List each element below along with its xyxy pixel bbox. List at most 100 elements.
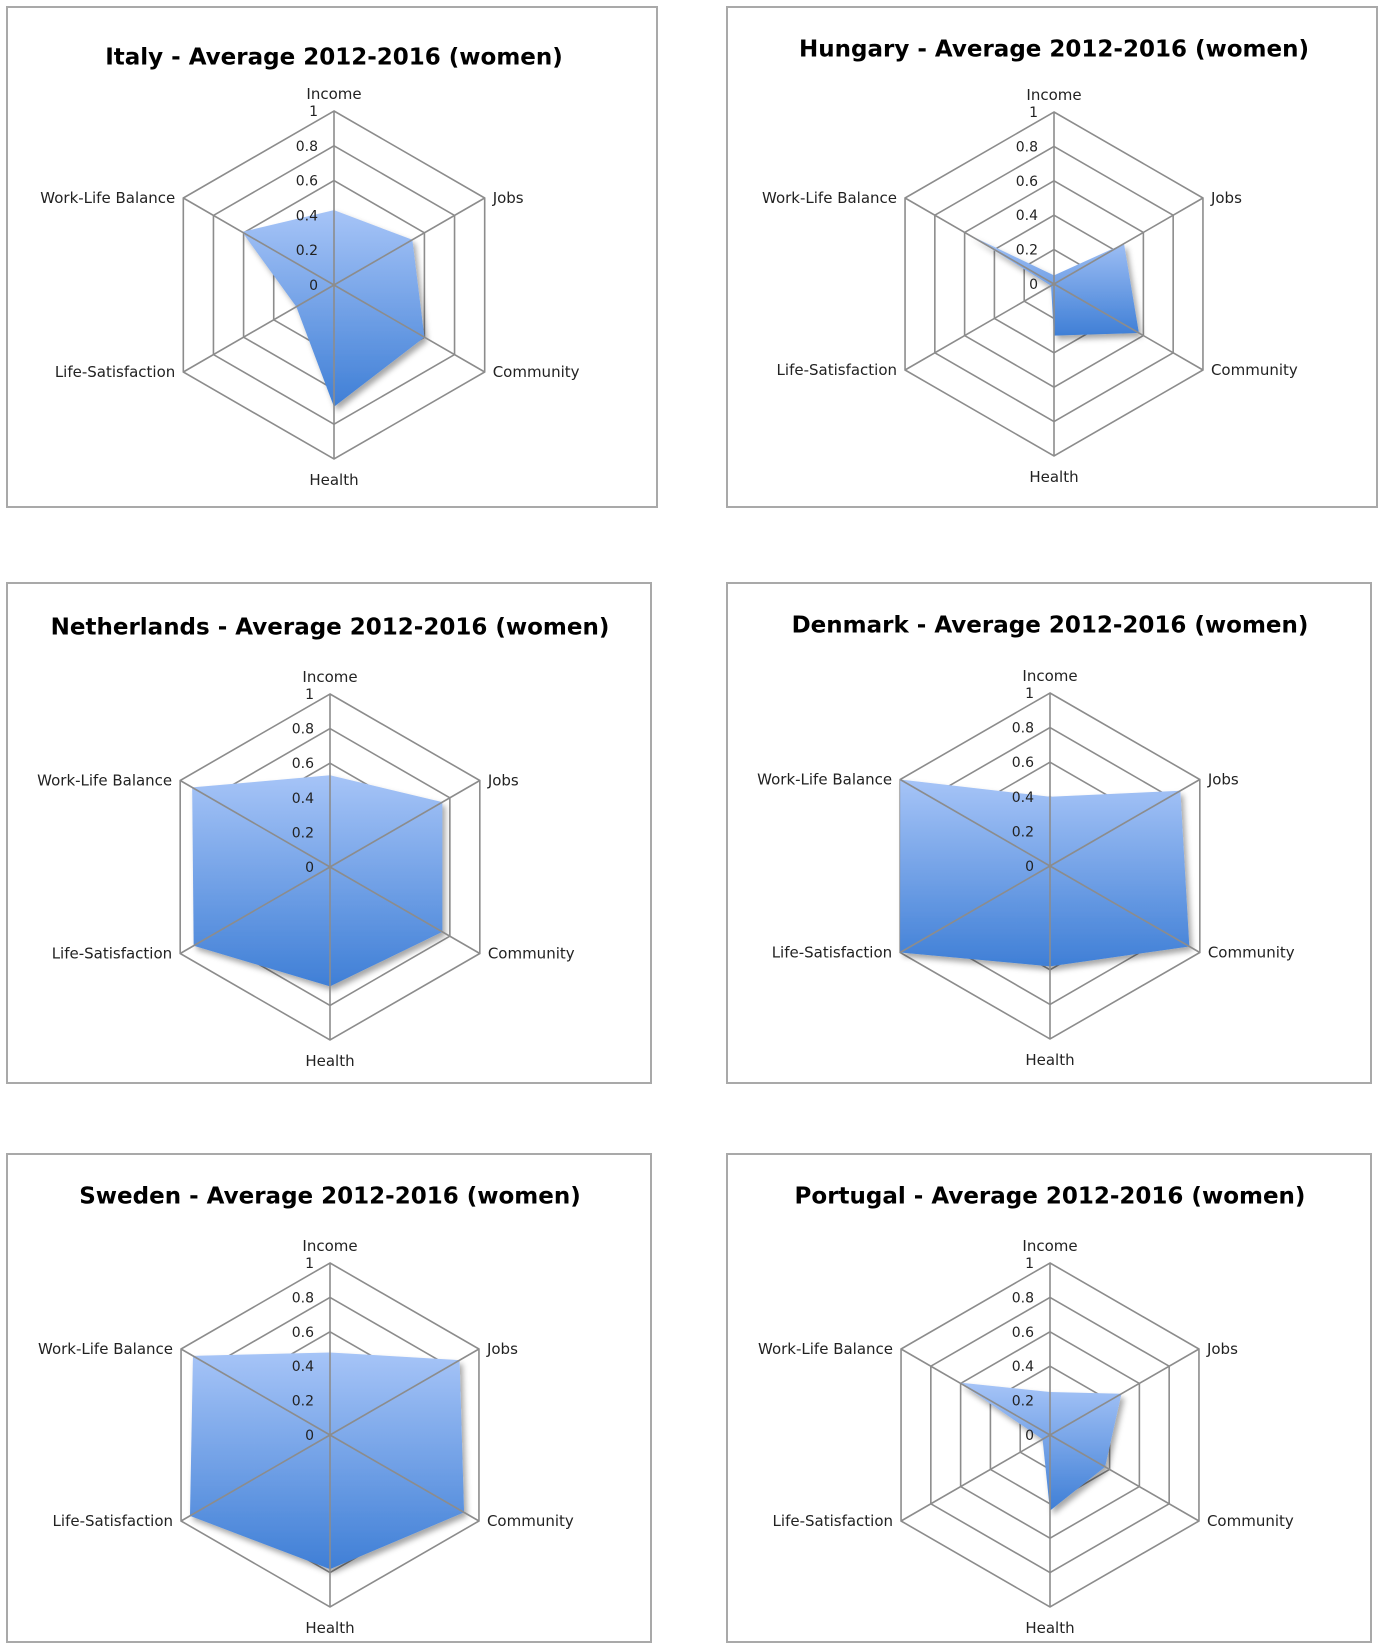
tick-label: 0.8 [1012, 1290, 1034, 1306]
tick-label: 0.2 [1012, 1394, 1034, 1410]
axis-label-income: Income [306, 85, 361, 103]
radar-chart-netherlands: Netherlands - Average 2012-2016 (women) 0… [6, 582, 652, 1084]
chart-title: Portugal - Average 2012-2016 (women) [795, 1184, 1306, 1210]
radar-chart-portugal: Portugal - Average 2012-2016 (women) 0 0.2… [726, 1153, 1372, 1643]
axis-label-income: Income [1026, 86, 1081, 104]
axis-label-life-satisfaction: Life-Satisfaction [55, 363, 175, 381]
chart-title: Denmark - Average 2012-2016 (women) [792, 613, 1309, 639]
axis-label-health: Health [305, 1619, 354, 1637]
tick-label: 0 [305, 860, 314, 876]
spoke-jobs [329, 779, 481, 868]
spoke-community [333, 284, 486, 373]
tick-label: 0.6 [1016, 174, 1038, 190]
spoke-work-life-balance [900, 1348, 1051, 1436]
series-area [189, 1352, 465, 1570]
radar-svg: Portugal - Average 2012-2016 (women) 0 0.2… [758, 1184, 1306, 1638]
radar-chart-italy: Italy - Average 2012-2016 (women) 0 0.2 0.4… [6, 6, 658, 508]
spoke-life-satisfaction [182, 284, 335, 373]
tick-label: 0.2 [296, 243, 318, 259]
tick-label: 0.4 [296, 208, 318, 224]
axis-label-work-life-balance: Work-Life Balance [38, 1340, 173, 1358]
axis-label-life-satisfaction: Life-Satisfaction [773, 1512, 893, 1530]
radar-chart-hungary: Hungary - Average 2012-2016 (women) 0 0.2 0… [726, 6, 1378, 508]
radar-chart-denmark: Denmark - Average 2012-2016 (women) 0 0.2 0… [726, 582, 1372, 1084]
axis-label-life-satisfaction: Life-Satisfaction [777, 361, 897, 379]
axis-label-work-life-balance: Work-Life Balance [40, 189, 175, 207]
axis-label-life-satisfaction: Life-Satisfaction [53, 1512, 173, 1530]
spoke-life-satisfaction [899, 865, 1051, 954]
chart-title: Hungary - Average 2012-2016 (women) [799, 37, 1309, 63]
tick-label: 0.8 [296, 139, 318, 155]
axis-label-community: Community [493, 363, 580, 381]
axis-label-community: Community [487, 1512, 574, 1530]
spoke-community [329, 1434, 480, 1522]
axis-label-health: Health [1025, 1051, 1074, 1069]
tick-label: 1 [1029, 105, 1038, 121]
spoke-community [329, 866, 481, 955]
radar-svg: Hungary - Average 2012-2016 (women) 0 0.2 0… [762, 37, 1309, 487]
tick-label: 0 [309, 278, 318, 294]
tick-label: 0.6 [292, 756, 314, 772]
spoke-community [1049, 865, 1201, 954]
spoke-jobs [1053, 197, 1204, 285]
axis-label-community: Community [1207, 1512, 1294, 1530]
axis-label-work-life-balance: Work-Life Balance [37, 772, 172, 790]
axis-label-work-life-balance: Work-Life Balance [762, 189, 897, 207]
axis-label-income: Income [1022, 667, 1077, 685]
tick-label: 1 [309, 104, 318, 120]
spoke-jobs [1049, 778, 1201, 867]
tick-label: 1 [1025, 1256, 1034, 1272]
tick-label: 0 [1025, 1428, 1034, 1444]
tick-label: 0.4 [292, 791, 314, 807]
tick-label: 0.6 [1012, 1325, 1034, 1341]
spoke-life-satisfaction [900, 1434, 1051, 1522]
radar-svg: Netherlands - Average 2012-2016 (women) 0… [37, 615, 610, 1071]
series-area [900, 779, 1190, 967]
axis-label-life-satisfaction: Life-Satisfaction [772, 944, 892, 962]
tick-label: 0 [1025, 859, 1034, 875]
axis-label-income: Income [302, 668, 357, 686]
axis-label-income: Income [1022, 1237, 1077, 1255]
radar-svg: Italy - Average 2012-2016 (women) 0 0.2 0.4… [40, 45, 580, 490]
tick-label: 0.2 [1016, 243, 1038, 259]
radar-svg: Sweden - Average 2012-2016 (women) 0 0.2 0.… [38, 1184, 581, 1638]
series-area [959, 1382, 1122, 1511]
tick-label: 0 [305, 1428, 314, 1444]
spoke-life-satisfaction [904, 283, 1055, 371]
axis-label-community: Community [488, 945, 575, 963]
tick-label: 0.4 [292, 1359, 314, 1375]
spoke-life-satisfaction [179, 866, 331, 955]
axis-label-health: Health [309, 471, 358, 489]
spoke-work-life-balance [904, 197, 1055, 285]
spoke-community [1049, 1434, 1200, 1522]
series-area [192, 775, 443, 987]
spoke-jobs [329, 1348, 480, 1436]
spoke-work-life-balance [179, 779, 331, 868]
spoke-community [1053, 283, 1204, 371]
tick-label: 1 [1025, 686, 1034, 702]
axis-label-jobs: Jobs [1207, 771, 1239, 789]
axis-label-community: Community [1208, 944, 1295, 962]
chart-title: Italy - Average 2012-2016 (women) [105, 45, 563, 71]
axis-label-community: Community [1211, 361, 1298, 379]
radar-svg: Denmark - Average 2012-2016 (women) 0 0.2 0… [757, 613, 1309, 1070]
axis-label-work-life-balance: Work-Life Balance [758, 1340, 893, 1358]
axis-label-jobs: Jobs [1206, 1340, 1238, 1358]
tick-label: 0.2 [1012, 824, 1034, 840]
tick-label: 0.6 [292, 1325, 314, 1341]
tick-label: 1 [305, 687, 314, 703]
tick-label: 0.2 [292, 825, 314, 841]
axis-label-income: Income [302, 1237, 357, 1255]
chart-title: Netherlands - Average 2012-2016 (women) [51, 615, 610, 641]
tick-label: 0.8 [1012, 721, 1034, 737]
spoke-work-life-balance [180, 1348, 331, 1436]
tick-label: 0 [1029, 277, 1038, 293]
spoke-jobs [333, 197, 486, 286]
tick-label: 0.8 [292, 1290, 314, 1306]
radar-chart-sweden: Sweden - Average 2012-2016 (women) 0 0.2 0.… [6, 1153, 652, 1643]
tick-label: 0.6 [296, 174, 318, 190]
tick-label: 0.8 [1016, 139, 1038, 155]
axis-label-jobs: Jobs [486, 1340, 518, 1358]
tick-label: 1 [305, 1256, 314, 1272]
axis-label-jobs: Jobs [492, 189, 524, 207]
